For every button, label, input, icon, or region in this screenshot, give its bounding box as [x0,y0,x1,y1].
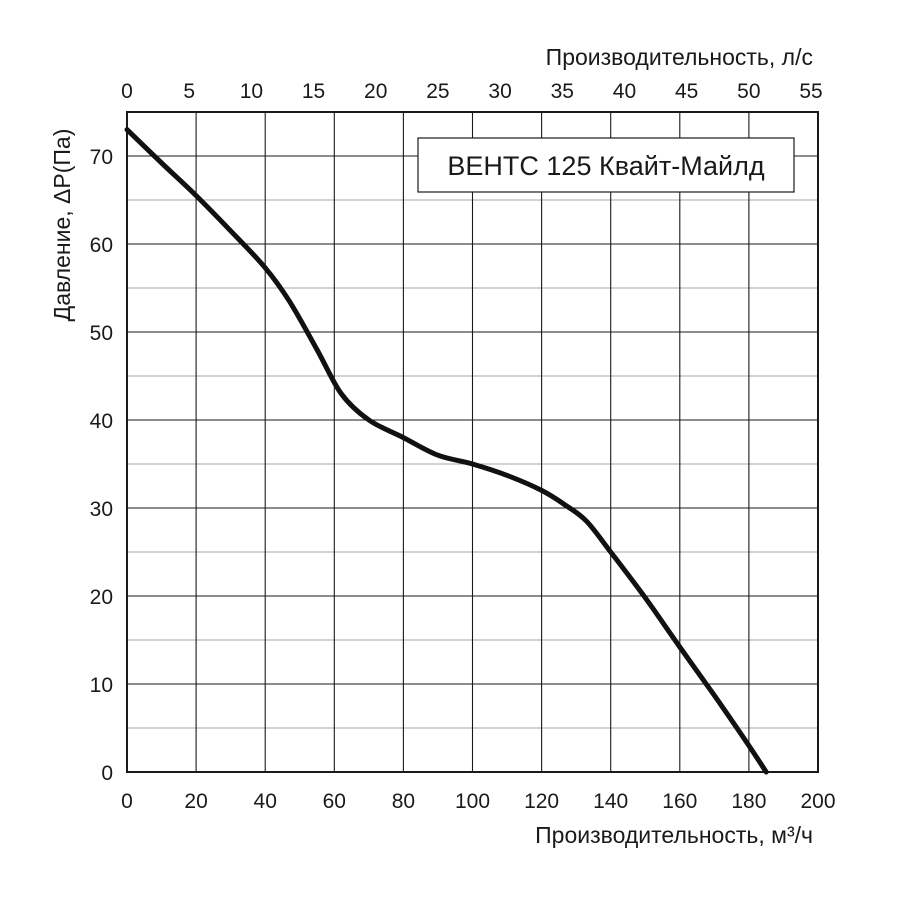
grid [126,112,819,773]
x-top-tick-label: 30 [488,80,511,103]
x-top-tick-label: 50 [737,80,760,103]
x-top-tick-label: 40 [613,80,636,103]
x-bottom-tick-label: 120 [524,790,559,813]
x-bottom-tick-label: 80 [392,790,415,813]
x-bottom-tick-labels: 0 20 40 60 80 100 120 140 160 180 200 [121,790,835,813]
x-bottom-tick-label: 60 [323,790,346,813]
y-tick-labels: 0 10 20 30 40 50 60 70 [90,146,113,785]
curve-layer [124,127,769,775]
x-bottom-tick-label: 200 [800,790,835,813]
plot-frame [126,111,819,773]
y-tick-label: 70 [90,146,113,169]
x-bottom-tick-label: 160 [662,790,697,813]
y-tick-label: 20 [90,586,113,609]
x-bottom-tick-label: 0 [121,790,133,813]
x-top-tick-label: 15 [302,80,325,103]
y-tick-label: 40 [90,410,113,433]
x-bottom-tick-label: 20 [184,790,207,813]
x-bottom-tick-label: 100 [455,790,490,813]
y-tick-label: 30 [90,498,113,521]
legend: ВЕНТС 125 Квайт-Майлд [417,137,795,193]
legend-title: ВЕНТС 125 Квайт-Майлд [447,151,764,181]
x-top-tick-labels: 0 5 10 15 20 25 30 35 40 45 50 55 [121,80,823,103]
x-bottom-tick-label: 140 [593,790,628,813]
y-tick-label: 0 [101,762,113,785]
series-line [124,127,769,775]
x-top-tick-label: 55 [799,80,822,103]
x-top-tick-label: 10 [240,80,263,103]
x-top-tick-label: 5 [183,80,195,103]
x-top-tick-label: 0 [121,80,133,103]
x-top-tick-label: 25 [426,80,449,103]
y-tick-label: 60 [90,234,113,257]
y-tick-label: 50 [90,322,113,345]
x-top-tick-label: 20 [364,80,387,103]
legend-box [417,137,795,193]
y-axis-title: Давление, ΔP(Па) [49,129,75,322]
x-bottom-tick-label: 180 [731,790,766,813]
x-bottom-axis-title: Производительность, м³/ч [535,822,813,848]
x-top-tick-label: 35 [551,80,574,103]
x-top-tick-label: 45 [675,80,698,103]
y-tick-label: 10 [90,674,113,697]
x-bottom-tick-label: 40 [254,790,277,813]
x-top-axis-title: Производительность, л/с [546,44,813,70]
